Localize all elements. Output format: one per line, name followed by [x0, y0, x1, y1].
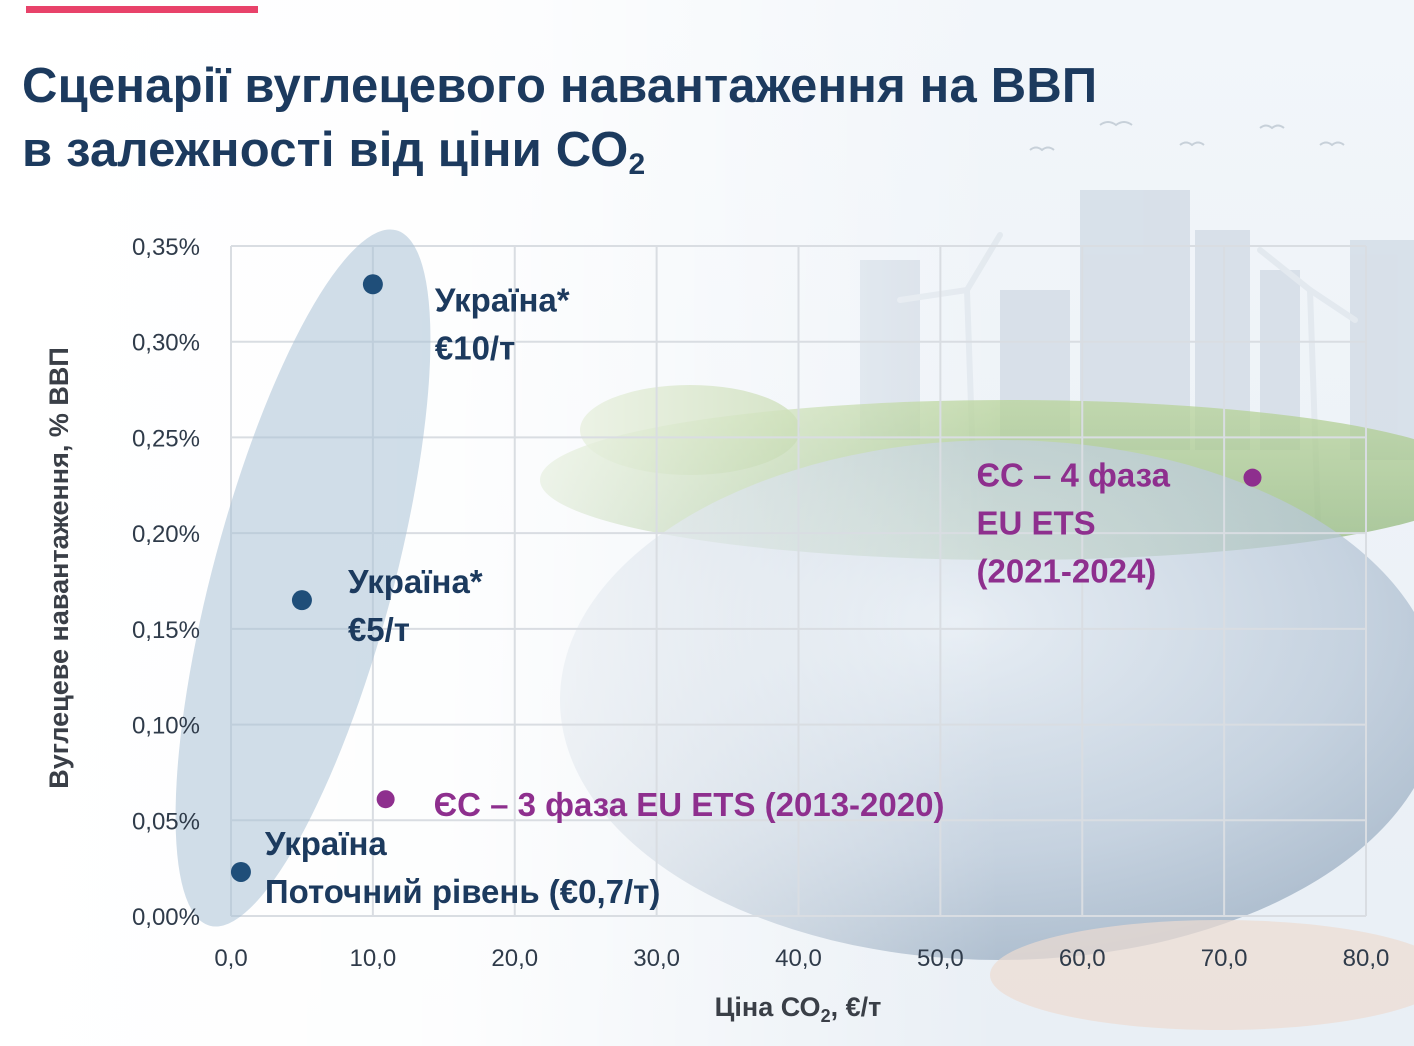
page-title-line-2-text: в залежності від ціни СО	[22, 123, 629, 177]
label-line: Україна*	[348, 563, 483, 600]
accent-bar	[26, 6, 258, 13]
eu-point-label: ЄС – 3 фаза EU ETS (2013-2020)	[434, 786, 945, 823]
eu-point	[1243, 468, 1262, 487]
page-title: Сценарії вуглецевого навантаження на ВВП…	[22, 54, 1097, 182]
x-tick-label: 10,0	[350, 945, 397, 972]
ukraine-point-label: Україна* €5/т	[348, 563, 483, 648]
x-axis-ticks: 0,0 10,0 20,0 30,0 40,0 50,0 60,0 70,0 80,0	[214, 945, 1389, 972]
ukraine-point	[362, 274, 383, 295]
label-line: ЄС – 4 фаза	[977, 457, 1171, 494]
y-axis-ticks: 0,00% 0,05% 0,10% 0,15% 0,20% 0,25% 0,30% 0,35%	[132, 234, 200, 931]
x-axis-title-subscript: 2	[821, 1006, 831, 1026]
y-tick-label: 0,30%	[132, 330, 200, 357]
y-tick-label: 0,05%	[132, 808, 200, 835]
page-title-line-2: в залежності від ціни СО2	[22, 118, 1097, 182]
eu-point	[376, 790, 395, 809]
x-tick-label: 0,0	[214, 945, 247, 972]
x-tick-label: 60,0	[1059, 945, 1106, 972]
ukraine-point-label: Україна* €10/т	[435, 281, 570, 366]
label-line: (2021-2024)	[977, 553, 1157, 590]
label-line: €10/т	[435, 329, 515, 366]
x-tick-label: 40,0	[775, 945, 822, 972]
x-tick-label: 50,0	[917, 945, 964, 972]
label-line: ЄС – 3 фаза EU ETS (2013-2020)	[434, 786, 945, 823]
x-tick-label: 20,0	[491, 945, 538, 972]
page-title-line-1: Сценарії вуглецевого навантаження на ВВП	[22, 59, 1098, 113]
label-line: Україна*	[435, 281, 570, 318]
y-tick-label: 0,25%	[132, 425, 200, 452]
x-axis-title: Ціна СО2, €/т	[715, 992, 882, 1026]
y-tick-label: 0,35%	[132, 234, 200, 261]
x-axis-title-prefix: Ціна СО	[715, 992, 821, 1022]
ukraine-scenarios-ellipse	[175, 229, 431, 927]
y-tick-label: 0,00%	[132, 904, 200, 931]
y-tick-label: 0,10%	[132, 713, 200, 740]
x-axis-title-suffix: , €/т	[831, 992, 882, 1022]
ukraine-point-label: Україна Поточний рівень (€0,7/т)	[265, 825, 660, 910]
label-line: €5/т	[348, 611, 410, 648]
data-labels: Україна Поточний рівень (€0,7/т) Україна* €…	[265, 281, 1171, 910]
label-line: Україна	[265, 825, 388, 862]
y-axis-title: Вуглецеве навантаження, % ВВП	[44, 347, 74, 789]
label-line: Поточний рівень (€0,7/т)	[265, 873, 660, 910]
x-tick-label: 30,0	[633, 945, 680, 972]
page-title-subscript: 2	[628, 148, 646, 181]
ukraine-point	[230, 861, 251, 882]
x-tick-label: 70,0	[1201, 945, 1248, 972]
ukraine-point	[291, 590, 312, 611]
data-points	[230, 274, 1262, 882]
label-line: EU ETS	[977, 505, 1096, 542]
y-tick-label: 0,15%	[132, 617, 200, 644]
x-tick-label: 80,0	[1343, 945, 1390, 972]
y-tick-label: 0,20%	[132, 521, 200, 548]
eu-point-label: ЄС – 4 фаза EU ETS (2021-2024)	[977, 457, 1171, 590]
